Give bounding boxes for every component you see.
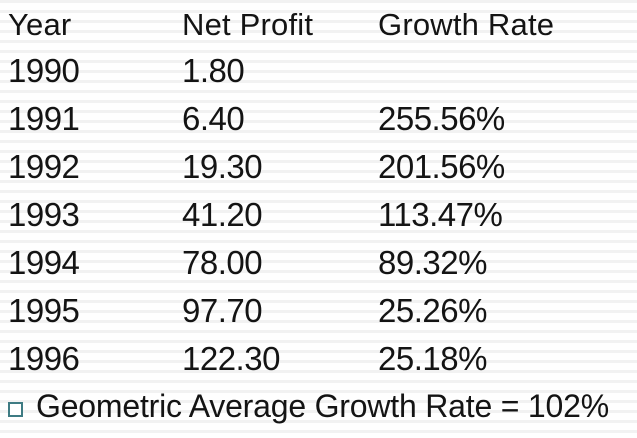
growth-rate-cell: 25.18% xyxy=(378,339,487,377)
growth-rate-cell: 25.26% xyxy=(378,291,487,329)
year-cell: 1990 xyxy=(8,51,80,89)
growth-rate-cell: 255.56% xyxy=(378,99,505,137)
growth-rate-cell: 201.56% xyxy=(378,147,505,185)
column-header-net-profit: Net Profit xyxy=(182,7,314,42)
geometric-average-note: Geometric Average Growth Rate = 102% xyxy=(36,388,609,424)
year-cell: 1993 xyxy=(8,195,80,233)
table-row: 1994 78.00 89.32% xyxy=(8,238,637,286)
table-header-row: Year Net Profit Growth Rate xyxy=(8,3,637,46)
column-header-growth-rate: Growth Rate xyxy=(378,7,555,42)
table-row: 1991 6.40 255.56% xyxy=(8,94,637,142)
table-row: 1992 19.30 201.56% xyxy=(8,142,637,190)
net-profit-cell: 6.40 xyxy=(182,99,245,137)
net-profit-cell: 97.70 xyxy=(182,291,263,329)
year-cell: 1992 xyxy=(8,147,80,185)
year-cell: 1991 xyxy=(8,99,80,137)
net-profit-cell: 19.30 xyxy=(182,147,263,185)
growth-rate-cell: 89.32% xyxy=(378,243,487,281)
net-profit-cell: 122.30 xyxy=(182,339,280,377)
net-profit-cell: 41.20 xyxy=(182,195,263,233)
growth-rate-cell: 113.47% xyxy=(378,195,503,233)
year-cell: 1996 xyxy=(8,339,80,377)
table-row: 1995 97.70 25.26% xyxy=(8,286,637,334)
net-profit-cell: 1.80 xyxy=(182,51,245,89)
bullet-note-row: Geometric Average Growth Rate = 102% xyxy=(8,382,637,430)
net-profit-cell: 78.00 xyxy=(182,243,263,281)
list-bullet-icon xyxy=(8,401,23,417)
year-cell: 1995 xyxy=(8,291,80,329)
table-row: 1996 122.30 25.18% xyxy=(8,334,637,382)
column-header-year: Year xyxy=(8,7,72,42)
table-row: 1993 41.20 113.47% xyxy=(8,190,637,238)
table-row: 1990 1.80 xyxy=(8,46,637,94)
year-cell: 1994 xyxy=(8,243,80,281)
